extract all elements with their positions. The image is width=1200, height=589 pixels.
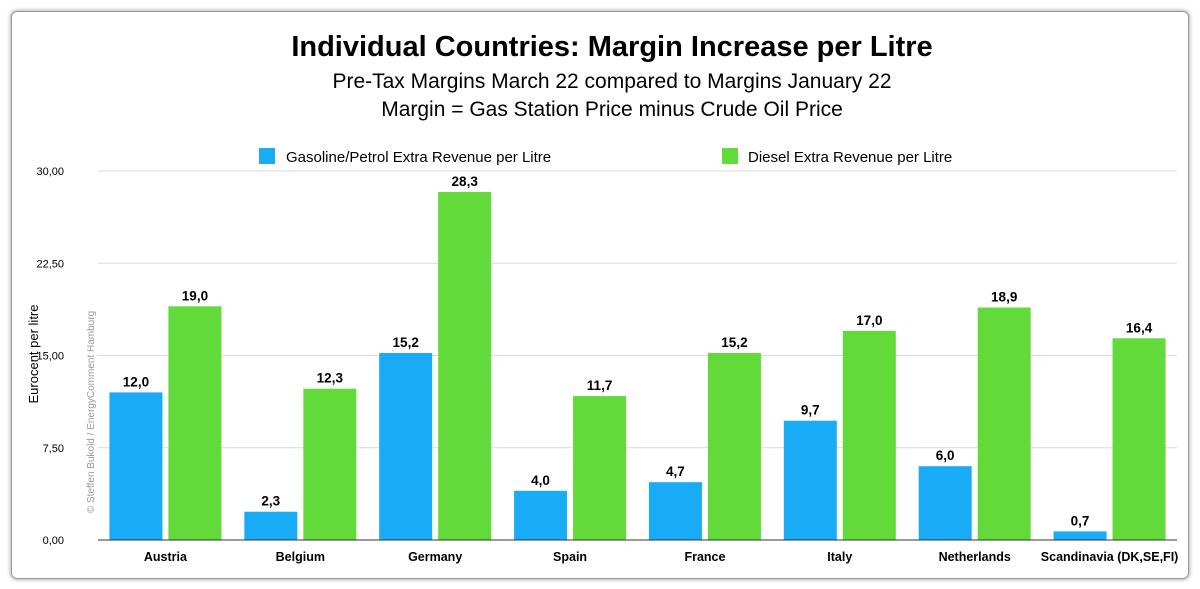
bar-gasoline [918,466,972,540]
data-labels: 12,0 19,0 2,3 12,3 15,2 28,3 4,0 11,7 4,7 15,2 9,7… [123,174,1153,528]
y-tick-label: 0,00 [43,535,64,547]
category-label: Italy [827,550,852,564]
data-label-gasoline: 0,7 [1071,513,1090,528]
bar-gasoline [244,511,298,540]
bars [109,191,1166,540]
data-label-diesel: 18,9 [991,290,1017,305]
bar-diesel [977,307,1031,540]
category-label: France [684,550,725,564]
chart-frame: Individual Countries: Margin Increase pe… [11,11,1189,579]
data-label-gasoline: 9,7 [801,403,820,418]
category-label: Germany [408,550,462,564]
category-label: Austria [144,550,188,564]
data-label-diesel: 28,3 [452,174,479,189]
data-label-gasoline: 15,2 [393,335,419,350]
bar-gasoline [514,490,568,540]
bar-gasoline [783,420,837,540]
data-label-diesel: 19,0 [182,288,208,303]
y-axis-label: Eurocent per litre [26,305,41,404]
bar-diesel [842,330,896,540]
data-label-diesel: 12,3 [317,371,344,386]
chart-subtitle-line-1: Pre-Tax Margins March 22 compared to Mar… [332,70,891,93]
category-label: Scandinavia (DK,SE,FI) [1041,550,1179,564]
bar-gasoline [109,392,163,540]
category-label: Spain [553,550,587,564]
bar-gasoline [379,353,433,540]
bar-chart: Individual Countries: Margin Increase pe… [26,31,1178,564]
legend-label-diesel: Diesel Extra Revenue per Litre [748,149,952,166]
y-tick-label: 22,50 [36,258,64,270]
legend-label-gasoline: Gasoline/Petrol Extra Revenue per Litre [286,149,551,166]
bar-gasoline [648,482,702,540]
copyright-credit: © Steffen Bukold / EnergyComment Hamburg [86,311,97,513]
data-label-gasoline: 4,7 [666,464,685,479]
data-label-gasoline: 2,3 [261,494,280,509]
category-label: Belgium [276,550,325,564]
y-tick-label: 7,50 [43,443,64,455]
y-tick-label: 15,00 [36,351,64,363]
data-label-gasoline: 12,0 [123,374,149,389]
data-label-diesel: 11,7 [587,378,613,393]
data-label-gasoline: 4,0 [531,473,550,488]
chart-title: Individual Countries: Margin Increase pe… [291,31,932,63]
bar-gasoline [1053,531,1107,540]
legend-swatch-gasoline [259,148,275,164]
y-axis-ticks: 0,00 7,50 15,00 22,50 30,00 [36,166,64,547]
data-label-diesel: 15,2 [721,335,747,350]
x-axis-categories: Austria Belgium Germany Spain France Italy Net… [144,550,1178,564]
legend: Gasoline/Petrol Extra Revenue per Litre … [259,148,952,166]
category-label: Netherlands [939,550,1011,564]
bar-diesel [1112,338,1166,540]
chart-subtitle-line-2: Margin = Gas Station Price minus Crude O… [381,98,843,121]
legend-swatch-diesel [722,148,738,164]
bar-diesel [707,353,761,540]
data-label-diesel: 17,0 [856,313,882,328]
bar-diesel [573,396,627,540]
bar-diesel [438,191,492,540]
bar-diesel [303,388,357,540]
bar-diesel [168,306,222,540]
y-tick-label: 30,00 [36,166,64,178]
data-label-diesel: 16,4 [1126,320,1153,335]
data-label-gasoline: 6,0 [936,448,955,463]
